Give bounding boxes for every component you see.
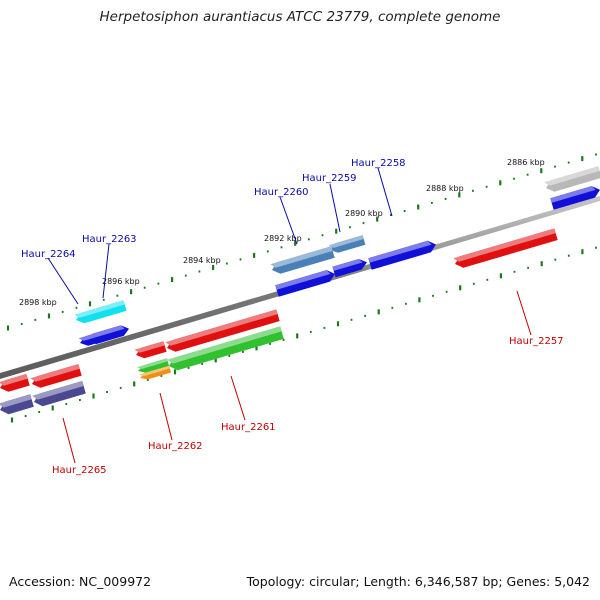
- callout-haur-2260: [279, 196, 298, 245]
- gene-haur-2264: [78, 333, 97, 346]
- gene-label-haur-2262: Haur_2262: [148, 441, 203, 452]
- scale-label-2898: 2898 kbp: [19, 298, 57, 307]
- gene-haur-2259-top: [328, 235, 366, 253]
- scale-ticks-outer: [6, 153, 597, 331]
- accession-text: Accession: NC_009972: [9, 574, 152, 589]
- scale-labels: 2886 kbp 2888 kbp 2890 kbp 2892 kbp 2894…: [19, 158, 545, 307]
- gene-haur-2265: [32, 381, 86, 407]
- gene-grey-top: [544, 166, 600, 192]
- gene-haur-2265-red: [30, 364, 82, 388]
- scale-ticks-inner: [10, 246, 597, 423]
- gene-haur-2258: [368, 240, 436, 270]
- gene-label-haur-2264: Haur_2264: [21, 249, 76, 260]
- gene-haur-2263-b: [92, 325, 129, 345]
- callout-haur-2262: [159, 392, 173, 441]
- gene-haur-2262-green: [136, 358, 170, 373]
- callout-haur-2263: [102, 243, 110, 299]
- gene-label-haur-2261: Haur_2261: [221, 422, 276, 433]
- gene-haur-2263: [74, 300, 127, 324]
- gene-label-haur-2265: Haur_2265: [52, 465, 107, 476]
- callout-haur-2264: [47, 257, 79, 305]
- callout-haur-2257: [516, 290, 532, 336]
- gene-haur-2260-top: [270, 246, 335, 274]
- gene-label-haur-2263: Haur_2263: [82, 234, 137, 245]
- scale-label-2886: 2886 kbp: [507, 158, 545, 167]
- callout-haur-2265: [62, 417, 76, 464]
- gene-haur-2262-red: [134, 341, 167, 359]
- callout-haur-2261: [230, 375, 246, 421]
- gene-blue-top-right: [550, 186, 600, 210]
- gene-callouts: [47, 167, 532, 464]
- gene-left-slate: [0, 394, 34, 415]
- gene-haur-2261: [167, 326, 284, 371]
- scale-label-2896: 2896 kbp: [102, 277, 140, 286]
- gene-label-haur-2260: Haur_2260: [254, 187, 309, 198]
- callout-haur-2259: [329, 183, 341, 233]
- map-title: Herpetosiphon aurantiacus ATCC 23779, co…: [99, 9, 501, 25]
- gene-labels: Haur_2258 Haur_2259 Haur_2260 Haur_2263 …: [21, 158, 564, 476]
- genome-summary-text: Topology: circular; Length: 6,346,587 bp…: [246, 574, 590, 589]
- gene-label-haur-2257: Haur_2257: [509, 336, 564, 347]
- gene-haur-2259: [332, 259, 367, 278]
- scale-label-2888: 2888 kbp: [426, 184, 464, 193]
- gene-haur-2261-red: [165, 309, 280, 352]
- gene-haur-2260: [275, 270, 335, 297]
- callout-haur-2258: [377, 167, 393, 217]
- scale-label-2894: 2894 kbp: [183, 256, 221, 265]
- gene-features: [0, 166, 600, 415]
- gene-haur-2257: [453, 228, 558, 268]
- scale-label-2892: 2892 kbp: [264, 234, 302, 243]
- gene-label-haur-2259: Haur_2259: [302, 173, 357, 184]
- gene-left-red: [0, 374, 30, 392]
- scale-label-2890: 2890 kbp: [345, 209, 383, 218]
- gene-label-haur-2258: Haur_2258: [351, 158, 406, 169]
- gene-haur-2262-orange: [139, 365, 171, 380]
